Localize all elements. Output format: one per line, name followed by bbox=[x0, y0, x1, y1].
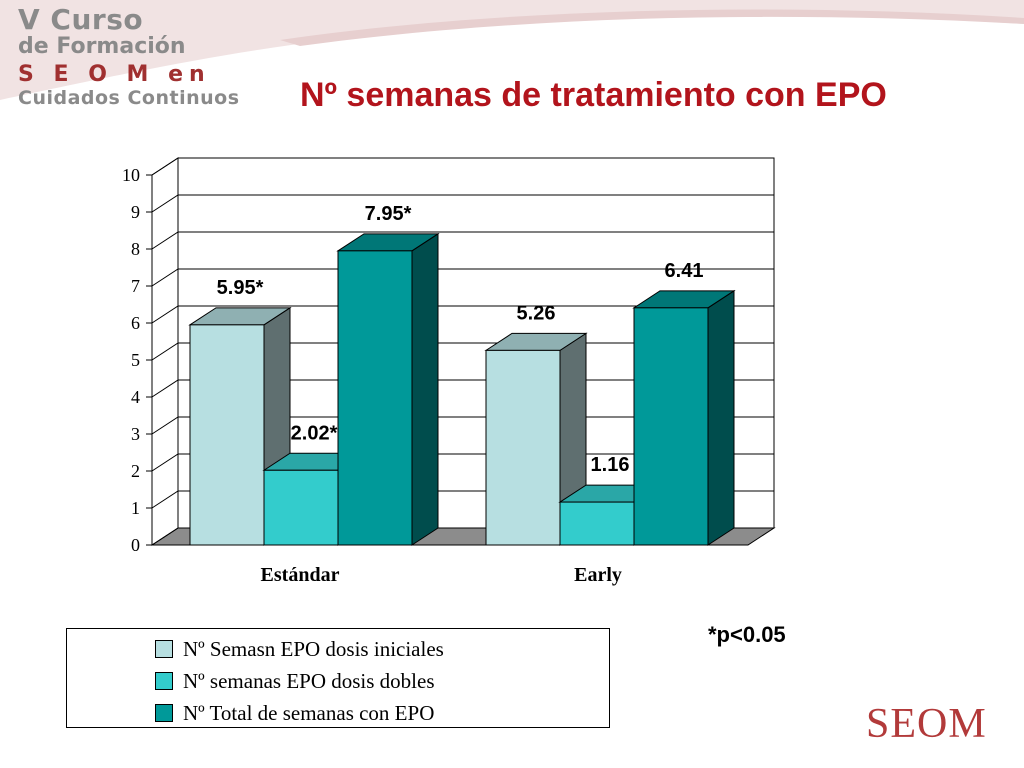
bar bbox=[559, 501, 635, 546]
legend-label-initial: Nº Semasn EPO dosis iniciales bbox=[183, 636, 444, 661]
legend-label-double: Nº semanas EPO dosis dobles bbox=[183, 668, 435, 693]
data-label: 6.41 bbox=[665, 260, 704, 282]
data-label: 7.95* bbox=[365, 203, 412, 225]
x-category-label: Early bbox=[574, 564, 622, 586]
bar bbox=[633, 307, 709, 546]
y-tick-label: 8 bbox=[131, 239, 140, 259]
data-label: 1.16 bbox=[591, 454, 630, 476]
gridline bbox=[151, 157, 774, 176]
logo-line-1: V Curso bbox=[18, 3, 144, 36]
legend-swatch-initial bbox=[155, 640, 173, 658]
bar-chart: 0 1 2 3 4 5 6 7 8 9 10 5.95* 5.26 2.02* 1.16 7.95* 6.41 E… bbox=[122, 157, 776, 586]
data-label: 5.95* bbox=[217, 277, 264, 299]
bar bbox=[337, 250, 413, 546]
significance-note: *p<0.05 bbox=[708, 622, 786, 647]
bar bbox=[189, 324, 265, 546]
y-tick-label: 9 bbox=[131, 202, 140, 222]
y-tick-label: 10 bbox=[122, 165, 140, 185]
y-tick-label: 3 bbox=[131, 424, 140, 444]
logo-line-3: S E O M en bbox=[18, 62, 211, 87]
chart-legend: Nº Semasn EPO dosis iniciales Nº semanas… bbox=[66, 628, 610, 728]
legend-swatch-double bbox=[155, 672, 173, 690]
y-tick-label: 5 bbox=[131, 350, 140, 370]
gridline bbox=[151, 194, 774, 213]
gridline bbox=[151, 305, 774, 324]
course-logo: V Curso de Formación S E O M en Cuidados… bbox=[18, 6, 278, 108]
legend-swatch-total bbox=[155, 704, 173, 722]
legend-label-total: Nº Total de semanas con EPO bbox=[183, 700, 435, 725]
y-tick-label: 4 bbox=[131, 387, 140, 407]
gridline bbox=[151, 231, 774, 250]
data-label: 5.26 bbox=[517, 302, 556, 324]
bar bbox=[485, 349, 561, 546]
bar-side bbox=[707, 289, 735, 546]
legend-item-total: Nº Total de semanas con EPO bbox=[155, 701, 434, 725]
logo-line-4: Cuidados Continuos bbox=[18, 87, 240, 109]
legend-item-initial: Nº Semasn EPO dosis iniciales bbox=[155, 637, 444, 661]
y-tick-label: 0 bbox=[131, 535, 140, 555]
x-category-label: Estándar bbox=[261, 564, 340, 586]
y-tick-label: 7 bbox=[131, 276, 140, 296]
data-label: 2.02* bbox=[291, 422, 338, 444]
bar bbox=[263, 469, 339, 546]
legend-item-double: Nº semanas EPO dosis dobles bbox=[155, 669, 435, 693]
y-tick-label: 2 bbox=[131, 461, 140, 481]
logo-line-2: de Formación bbox=[18, 34, 186, 59]
bar-side bbox=[411, 232, 439, 546]
y-tick-label: 1 bbox=[131, 498, 140, 518]
page-title: Nº semanas de tratamiento con EPO bbox=[300, 76, 887, 114]
seom-brand: SEOM bbox=[866, 701, 987, 747]
y-tick-label: 6 bbox=[131, 313, 140, 333]
gridline bbox=[151, 268, 774, 287]
header-swoosh bbox=[0, 0, 1024, 100]
